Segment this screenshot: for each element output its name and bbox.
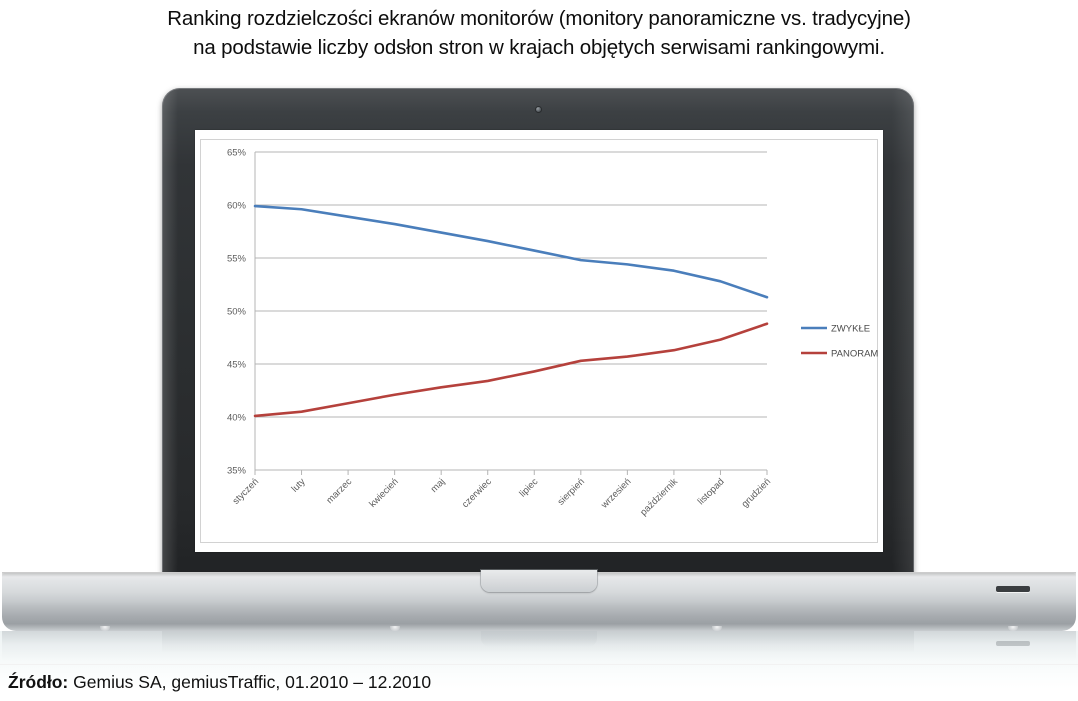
slide-title: Ranking rozdzielczości ekranów monitorów…	[0, 4, 1078, 62]
x-axis-tick-label: marzec	[324, 476, 354, 506]
source-note: Źródło: Gemius SA, gemiusTraffic, 01.201…	[8, 672, 908, 693]
y-axis-tick-label: 50%	[227, 306, 247, 317]
x-axis-tick-label: luty	[289, 476, 307, 494]
laptop-port-icon	[996, 586, 1030, 592]
lid-highlight-right	[892, 90, 914, 573]
y-axis-tick-label: 60%	[227, 200, 247, 211]
reflection-base	[2, 631, 1076, 661]
laptop-screen-lid: 65% 60% 55% 50% 45% 40% 35% styczeń luty marzec kw…	[162, 88, 914, 575]
x-axis-tick-label: maj	[429, 476, 448, 495]
y-axis-tick-label: 40%	[227, 412, 247, 423]
y-axis-tick-label: 55%	[227, 253, 247, 264]
x-axis-tick-label: lipiec	[517, 476, 540, 499]
x-axis-tick-label: sierpień	[556, 476, 587, 507]
x-axis-tick-label: czerwiec	[460, 476, 494, 510]
x-axis-tick-label: listopad	[696, 476, 727, 507]
y-axis-tick-label: 45%	[227, 359, 247, 370]
x-axis-tick-label: grudzień	[740, 476, 774, 510]
lid-highlight-left	[162, 90, 178, 573]
source-label: Źródło:	[8, 672, 69, 692]
series-line-2	[253, 322, 769, 418]
laptop-base-front	[2, 607, 1076, 631]
line-chart: 65% 60% 55% 50% 45% 40% 35%styczeń luty marzec kw…	[227, 147, 879, 518]
reflection-port	[996, 641, 1030, 646]
reflection-lid	[162, 631, 914, 653]
x-axis-tick-label: styczeń	[231, 476, 262, 507]
reflection-latch	[481, 631, 597, 647]
x-axis-tick-label: kwiecień	[367, 476, 401, 510]
laptop-screen: 65% 60% 55% 50% 45% 40% 35% styczeń luty marzec kw…	[195, 130, 883, 552]
laptop-foot	[100, 626, 110, 631]
legend-label-2: PANORAMICZNE	[831, 349, 879, 360]
title-line-2: na podstawie liczby odsłon stron w kraja…	[193, 36, 885, 59]
y-axis-tick-label: 65%	[227, 147, 247, 158]
title-line-1: Ranking rozdzielczości ekranów monitorów…	[167, 7, 911, 30]
laptop-latch	[481, 570, 597, 592]
laptop-foot	[712, 626, 722, 631]
series-line-1	[253, 204, 769, 299]
chart-container: 65% 60% 55% 50% 45% 40% 35% styczeń luty marzec kw…	[200, 139, 879, 543]
laptop-reflection	[0, 631, 1078, 689]
webcam-icon	[535, 107, 541, 112]
x-axis-tick-label: październik	[638, 476, 680, 518]
x-axis-tick-label: wrzesień	[598, 476, 633, 511]
footer-divider	[0, 664, 1078, 665]
laptop-foot	[390, 626, 400, 631]
legend-label-1: ZWYKŁE	[831, 324, 870, 335]
source-text: Gemius SA, gemiusTraffic, 01.2010 – 12.2…	[73, 672, 432, 692]
y-axis-tick-label: 35%	[227, 465, 247, 476]
laptop-base	[0, 570, 1078, 634]
laptop-foot	[1008, 626, 1018, 631]
